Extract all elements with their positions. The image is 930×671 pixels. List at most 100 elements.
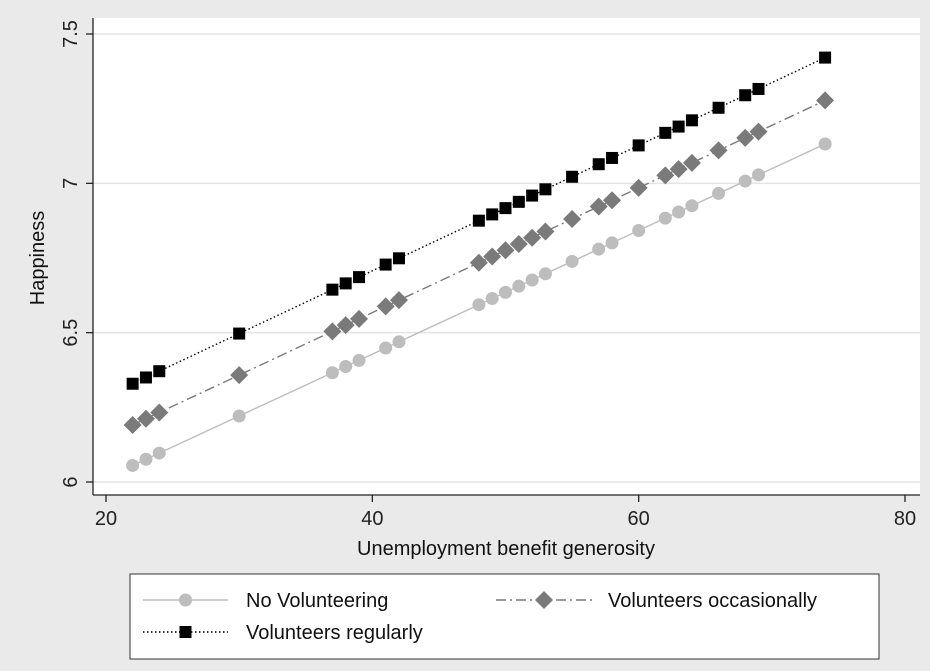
legend-item: Volunteers occasionally: [496, 590, 817, 612]
data-point: [566, 170, 579, 183]
data-point: [326, 283, 339, 296]
data-point: [512, 195, 525, 208]
data-point: [379, 341, 393, 355]
legend-marker: [535, 591, 553, 609]
axes: [92, 18, 920, 496]
legend-label: Volunteers regularly: [246, 622, 423, 644]
data-point: [230, 366, 249, 385]
data-point: [523, 228, 542, 247]
data-point: [485, 292, 499, 306]
data-point: [339, 360, 353, 374]
data-point: [672, 120, 685, 133]
series-no-volunteering: [126, 137, 832, 472]
data-point: [709, 141, 728, 160]
data-point: [353, 271, 366, 284]
data-point: [632, 224, 646, 238]
y-tick-label: 6.5: [60, 319, 82, 347]
data-point: [126, 458, 140, 472]
data-point: [325, 366, 339, 380]
data-point: [538, 267, 552, 281]
legend-item: No Volunteering: [143, 590, 388, 612]
data-point: [603, 191, 622, 210]
data-point: [126, 377, 139, 390]
data-point: [496, 241, 515, 260]
data-point: [512, 279, 526, 293]
data-point: [499, 285, 512, 299]
x-axis-title: Unemployment benefit generosity: [357, 538, 655, 560]
data-point: [525, 273, 539, 287]
data-point: [483, 247, 502, 266]
data-point: [392, 252, 405, 265]
data-point: [486, 208, 499, 221]
data-point: [136, 409, 155, 428]
data-point: [339, 277, 352, 290]
x-tick-label: 80: [894, 508, 916, 530]
data-point: [563, 210, 582, 229]
data-point: [712, 186, 726, 200]
data-point: [816, 91, 835, 110]
y-axis-title: Happiness: [27, 211, 49, 306]
data-point: [379, 258, 392, 271]
x-tick-label: 60: [628, 508, 650, 530]
data-point: [232, 409, 246, 423]
data-point: [376, 297, 395, 316]
series-volunteers-regularly: [126, 51, 832, 390]
legend-label: Volunteers occasionally: [608, 590, 817, 612]
data-point: [738, 174, 752, 188]
data-point: [139, 452, 153, 466]
data-point: [736, 128, 755, 147]
data-point: [606, 151, 619, 164]
x-tick-label: 20: [95, 508, 117, 530]
data-point: [682, 153, 701, 172]
data-point: [150, 403, 169, 422]
data-point: [469, 253, 488, 272]
data-point: [539, 183, 552, 196]
data-point: [392, 335, 406, 349]
data-point: [472, 298, 486, 312]
x-tick-label: 40: [361, 508, 383, 530]
legend-item: Volunteers regularly: [143, 622, 423, 644]
data-point: [499, 202, 512, 215]
data-point: [749, 122, 768, 141]
data-point: [685, 114, 698, 127]
data-point: [139, 371, 152, 384]
legend-marker: [179, 626, 192, 638]
data-point: [536, 222, 555, 241]
data-point: [656, 166, 675, 185]
data-point: [592, 158, 605, 171]
data-point: [472, 214, 485, 227]
data-point: [152, 446, 166, 460]
legend: No Volunteering Volunteers occasionally Vo…: [129, 573, 880, 660]
data-point: [685, 199, 699, 213]
data-point: [526, 189, 539, 202]
data-point: [658, 211, 672, 225]
data-point: [605, 236, 619, 250]
y-tick-label: 7: [60, 178, 82, 189]
y-tick-label: 6: [60, 476, 82, 487]
data-point: [336, 316, 355, 335]
legend-box: [129, 573, 880, 660]
data-point: [752, 168, 766, 182]
data-point: [819, 51, 832, 64]
data-point: [659, 126, 672, 139]
data-point: [632, 139, 645, 152]
data-point: [233, 327, 246, 340]
data-point: [712, 101, 725, 114]
data-point: [123, 416, 142, 435]
legend-marker: [179, 593, 192, 607]
data-point: [592, 242, 606, 256]
series-group: [123, 51, 835, 472]
data-point: [818, 137, 832, 151]
data-point: [752, 82, 765, 95]
data-point: [739, 89, 752, 102]
data-point: [672, 205, 686, 219]
data-point: [153, 365, 166, 378]
data-point: [350, 309, 369, 328]
series-volunteers-occasionally: [123, 91, 835, 435]
data-point: [669, 160, 688, 179]
legend-label: No Volunteering: [246, 590, 388, 612]
ticks: 6 6.5 7 7.5 20 40 60 80: [60, 20, 916, 530]
grid-lines: [93, 33, 920, 483]
data-point: [389, 291, 408, 310]
